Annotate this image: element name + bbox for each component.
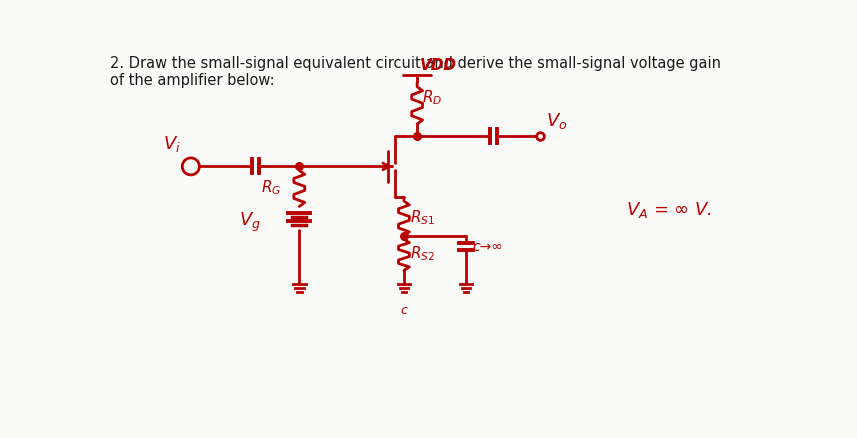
- Text: $R_{S1}$: $R_{S1}$: [411, 208, 435, 226]
- Text: $R_G$: $R_G$: [261, 178, 281, 196]
- Text: VDD: VDD: [420, 58, 458, 73]
- Text: 2. Draw the small-signal equivalent circuit and derive the small-signal voltage : 2. Draw the small-signal equivalent circ…: [111, 56, 722, 88]
- Text: $V_i$: $V_i$: [163, 133, 181, 153]
- Text: c→∞: c→∞: [472, 240, 503, 254]
- Text: VDD: VDD: [111, 55, 113, 56]
- Text: $V_o$: $V_o$: [546, 111, 567, 131]
- Text: $V_A$ = ∞ V.: $V_A$ = ∞ V.: [626, 199, 713, 219]
- Text: $V_g$: $V_g$: [239, 211, 261, 234]
- Text: c: c: [400, 303, 407, 316]
- Text: $R_{S2}$: $R_{S2}$: [411, 244, 435, 263]
- Text: $R_D$: $R_D$: [422, 88, 442, 107]
